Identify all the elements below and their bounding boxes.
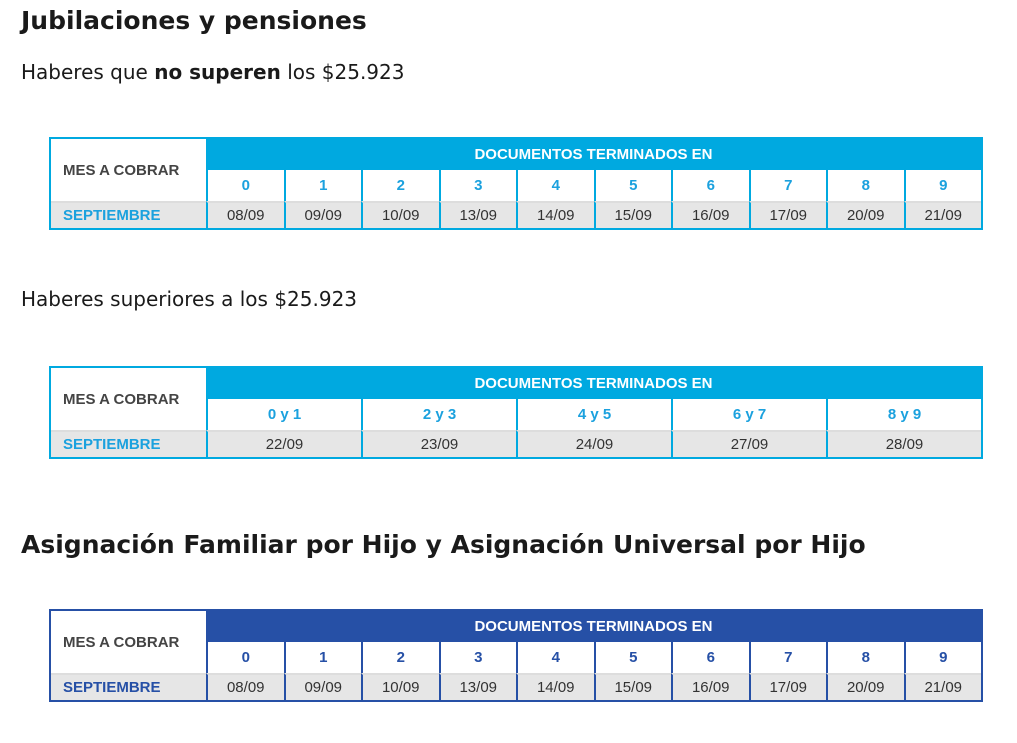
date-cell: 21/09 <box>903 673 981 700</box>
column-header: 1 <box>283 170 361 201</box>
column-header: 4 <box>516 642 594 673</box>
date-cell: 28/09 <box>826 430 981 457</box>
doc-header: DOCUMENTOS TERMINADOS EN <box>206 611 981 642</box>
column-header: 3 <box>438 170 516 201</box>
date-cell: 20/09 <box>826 673 904 700</box>
date-cell: 22/09 <box>206 430 361 457</box>
subtitle-part: Haberes que <box>21 60 155 84</box>
date-cell: 10/09 <box>361 201 439 228</box>
column-header: 6 <box>671 170 749 201</box>
column-header: 8 y 9 <box>826 399 981 430</box>
column-header: 4 <box>516 170 594 201</box>
column-header: 5 <box>593 642 671 673</box>
column-header: 8 <box>826 170 904 201</box>
date-cell: 13/09 <box>438 201 516 228</box>
date-cell: 16/09 <box>671 201 749 228</box>
subtitle-part: no superen <box>154 60 281 84</box>
date-cell: 14/09 <box>516 201 594 228</box>
date-cell: 09/09 <box>283 673 361 700</box>
date-cell: 10/09 <box>361 673 439 700</box>
date-cell: 20/09 <box>826 201 904 228</box>
subtitle-part: los $25.923 <box>280 60 405 84</box>
column-header: 1 <box>283 642 361 673</box>
column-header: 2 <box>361 642 439 673</box>
section-title: Asignación Familiar por Hijo y Asignació… <box>21 530 866 559</box>
date-cell: 21/09 <box>903 201 981 228</box>
column-header: 9 <box>903 170 981 201</box>
date-cell: 23/09 <box>361 430 516 457</box>
column-header: 0 <box>206 642 284 673</box>
schedule-table: MES A COBRAR DOCUMENTOS TERMINADOS EN 0 1 2 3… <box>49 609 983 702</box>
date-cell: 27/09 <box>671 430 826 457</box>
column-header: 0 y 1 <box>206 399 361 430</box>
schedule-table: MES A COBRAR DOCUMENTOS TERMINADOS EN 0 1 2 3… <box>49 137 983 230</box>
date-cell: 24/09 <box>516 430 671 457</box>
subtitle: Haberes superiores a los $25.923 <box>21 287 357 311</box>
date-cell: 17/09 <box>748 201 826 228</box>
column-header: 6 y 7 <box>671 399 826 430</box>
column-header: 8 <box>826 642 904 673</box>
month-label: SEPTIEMBRE <box>51 201 206 228</box>
subtitle-part: Haberes superiores a los $25.923 <box>21 287 358 311</box>
column-header: 2 <box>361 170 439 201</box>
month-label: SEPTIEMBRE <box>51 430 206 457</box>
column-header: 9 <box>903 642 981 673</box>
month-header: MES A COBRAR <box>51 368 206 430</box>
column-header: 6 <box>671 642 749 673</box>
column-header: 7 <box>748 642 826 673</box>
column-header: 2 y 3 <box>361 399 516 430</box>
subtitle: Haberes que no superen los $25.923 <box>21 60 404 84</box>
section-title: Jubilaciones y pensiones <box>21 6 367 35</box>
date-cell: 15/09 <box>593 201 671 228</box>
column-header: 5 <box>593 170 671 201</box>
doc-header: DOCUMENTOS TERMINADOS EN <box>206 368 981 399</box>
date-cell: 14/09 <box>516 673 594 700</box>
date-cell: 09/09 <box>283 201 361 228</box>
date-cell: 16/09 <box>671 673 749 700</box>
date-cell: 17/09 <box>748 673 826 700</box>
date-cell: 15/09 <box>593 673 671 700</box>
month-header: MES A COBRAR <box>51 139 206 201</box>
doc-header: DOCUMENTOS TERMINADOS EN <box>206 139 981 170</box>
column-header: 7 <box>748 170 826 201</box>
month-label: SEPTIEMBRE <box>51 673 206 700</box>
schedule-table: MES A COBRAR DOCUMENTOS TERMINADOS EN 0 y … <box>49 366 983 459</box>
column-header: 4 y 5 <box>516 399 671 430</box>
date-cell: 08/09 <box>206 201 284 228</box>
date-cell: 08/09 <box>206 673 284 700</box>
date-cell: 13/09 <box>438 673 516 700</box>
column-header: 3 <box>438 642 516 673</box>
column-header: 0 <box>206 170 284 201</box>
month-header: MES A COBRAR <box>51 611 206 673</box>
